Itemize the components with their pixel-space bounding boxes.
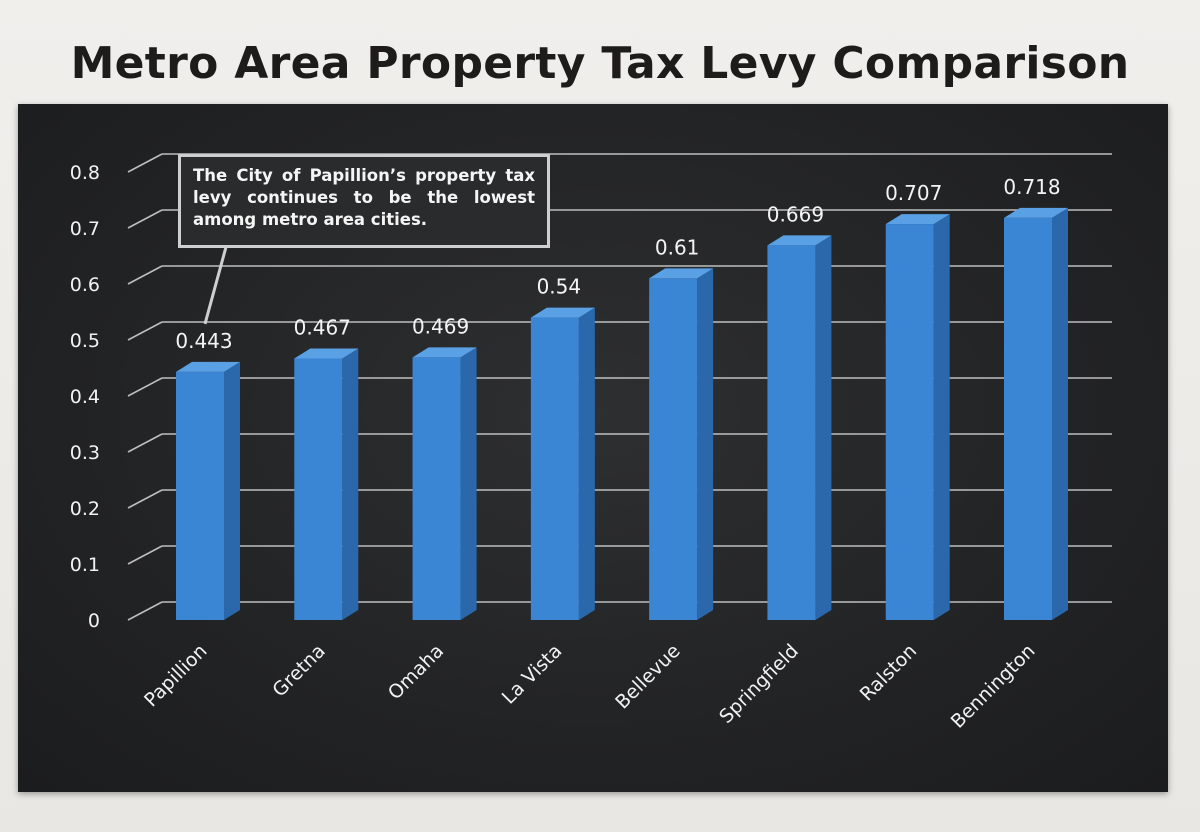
annotation-callout: The City of Papillion’s property tax lev… (178, 154, 550, 248)
bar-top (649, 268, 714, 279)
bar-side (460, 347, 477, 620)
data-label: 0.707 (885, 181, 942, 205)
y-tick-label: 0.4 (70, 386, 100, 408)
bar-side (342, 348, 359, 620)
data-label: 0.61 (655, 235, 700, 259)
bar-side (933, 214, 950, 620)
gridline-diagonal (127, 321, 163, 341)
y-tick-label: 0.5 (70, 330, 100, 352)
bar (530, 317, 579, 620)
bar-side (815, 235, 832, 621)
bar-top (412, 347, 477, 358)
data-label: 0.718 (1003, 175, 1060, 199)
data-label: 0.54 (537, 275, 582, 299)
data-label: 0.469 (412, 314, 469, 338)
gridline-diagonal (127, 433, 163, 453)
x-tick-label: Springfield (715, 640, 803, 728)
gridline-diagonal (127, 265, 163, 285)
y-tick-label: 0.7 (70, 218, 100, 240)
x-tick-label: Gretna (268, 640, 329, 701)
y-tick-label: 0.8 (70, 162, 100, 184)
bar-top (1004, 207, 1068, 218)
gridline-diagonal (127, 489, 163, 509)
bar-top (530, 307, 595, 318)
y-tick-label: 0 (88, 610, 100, 632)
data-label: 0.669 (767, 202, 824, 226)
chart-title: Metro Area Property Tax Levy Comparison (70, 38, 1130, 89)
gridline-diagonal (127, 601, 163, 621)
bar-top (294, 348, 359, 359)
x-tick-label: Bennington (947, 640, 1040, 733)
bar-side (224, 361, 240, 620)
bar-top (767, 235, 832, 246)
y-tick-label: 0.2 (70, 498, 100, 520)
y-tick-label: 0.3 (70, 442, 100, 464)
x-tick-label: Bellevue (611, 640, 685, 714)
bar (885, 224, 934, 620)
y-tick-label: 0.1 (70, 554, 100, 576)
bar-side (697, 268, 714, 620)
data-label: 0.443 (175, 329, 232, 353)
gridline-diagonal (127, 209, 163, 229)
y-tick-label: 0.6 (70, 274, 100, 296)
bar-top (885, 214, 950, 225)
x-tick-label: La Vista (498, 640, 567, 709)
bar-side (1052, 207, 1068, 621)
bar (412, 357, 461, 620)
x-tick-label: Omaha (384, 640, 448, 704)
bar (649, 278, 698, 620)
bar (1004, 217, 1052, 621)
bar-side (578, 307, 595, 620)
bar (176, 371, 224, 620)
gridline-diagonal (127, 377, 163, 397)
bar-top (176, 361, 240, 372)
callout-pointer (203, 246, 228, 325)
x-tick-label: Papillion (140, 640, 211, 711)
x-tick-label: Ralston (856, 640, 922, 706)
gridline-diagonal (127, 153, 163, 173)
bar (294, 358, 343, 620)
bar (767, 245, 816, 621)
gridline-diagonal (127, 545, 163, 565)
data-label: 0.467 (294, 315, 351, 339)
